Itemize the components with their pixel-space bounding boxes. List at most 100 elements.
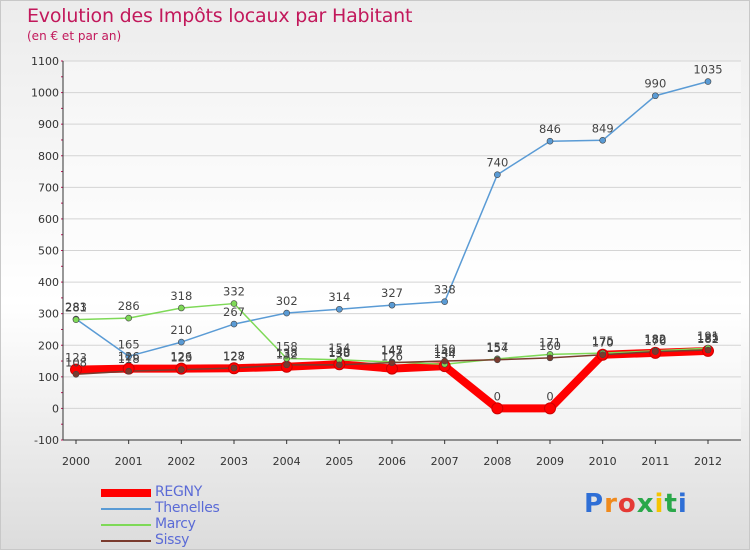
data-label-sissy: 185 xyxy=(697,331,719,345)
x-tick-label: 2008 xyxy=(483,455,511,468)
y-tick-label: 0 xyxy=(52,402,59,415)
data-label-marcy: 182 xyxy=(644,332,666,346)
legend-swatch xyxy=(101,508,151,510)
data-point-sissy xyxy=(388,359,396,366)
x-tick-label: 2004 xyxy=(273,455,301,468)
data-label-sissy: 118 xyxy=(118,352,140,366)
data-label-marcy: 171 xyxy=(539,335,561,349)
data-label-regny: 126 xyxy=(170,350,192,364)
data-point-sissy xyxy=(125,367,132,375)
data-point-sissy xyxy=(494,356,501,364)
y-tick-label: 300 xyxy=(38,308,59,321)
data-point-marcy xyxy=(178,304,185,312)
data-label-regny: 127 xyxy=(223,349,245,363)
data-label-regny: 182 xyxy=(697,332,719,346)
data-label-thenelles: 327 xyxy=(381,286,403,300)
legend-swatch xyxy=(101,540,151,542)
data-label-regny: 132 xyxy=(276,348,298,362)
legend-label: Marcy xyxy=(155,516,196,532)
y-tick-label: 700 xyxy=(38,181,59,194)
data-point-sissy xyxy=(336,361,343,369)
x-tick-label: 2009 xyxy=(536,455,564,468)
data-point-thenelles xyxy=(388,301,396,309)
data-point-thenelles xyxy=(336,305,343,313)
data-label-marcy: 175 xyxy=(592,334,614,348)
data-label-regny: 140 xyxy=(328,345,350,359)
legend-swatch xyxy=(101,524,151,526)
data-point-sissy xyxy=(599,351,606,359)
data-label-marcy: 158 xyxy=(276,340,298,354)
y-tick-label: -100 xyxy=(34,434,59,447)
data-label-sissy: 128 xyxy=(223,349,245,363)
data-label-sissy: 160 xyxy=(539,339,561,353)
data-label-regny: 170 xyxy=(592,336,614,350)
data-label-regny: 126 xyxy=(118,350,140,364)
data-point-sissy xyxy=(178,366,185,373)
legend-swatch xyxy=(101,489,151,497)
data-point-sissy xyxy=(546,354,554,362)
x-tick-label: 2010 xyxy=(589,455,617,468)
data-point-sissy xyxy=(441,357,448,365)
chart-title: Evolution des Impôts locaux par Habitant xyxy=(27,5,413,27)
data-point-thenelles xyxy=(494,171,501,178)
data-label-thenelles: 1035 xyxy=(693,63,722,77)
legend-label: Thenelles xyxy=(155,500,220,516)
data-label-marcy: 191 xyxy=(697,329,719,343)
data-label-thenelles: 302 xyxy=(276,294,298,308)
data-label-marcy: 332 xyxy=(223,285,245,299)
data-label-regny: 0 xyxy=(546,389,553,403)
legend-item-regny: REGNY xyxy=(101,484,301,501)
data-point-regny xyxy=(544,402,556,415)
data-label-marcy: 318 xyxy=(170,289,192,303)
legend-item-thenelles: Thenelles xyxy=(101,500,301,517)
data-label-thenelles: 210 xyxy=(170,323,192,337)
data-label-marcy: 281 xyxy=(65,301,87,315)
legend-label: Sissy xyxy=(155,532,190,548)
proxiti-logo: Proxiti xyxy=(584,489,688,519)
data-point-sissy xyxy=(72,371,80,378)
data-label-thenelles: 849 xyxy=(592,121,614,135)
y-tick-label: 900 xyxy=(38,118,59,131)
data-point-sissy xyxy=(230,364,238,372)
data-point-thenelles xyxy=(546,137,554,145)
x-tick-label: 2001 xyxy=(115,455,143,468)
data-label-sissy: 170 xyxy=(592,336,614,350)
data-point-thenelles xyxy=(652,92,659,100)
data-label-marcy: 157 xyxy=(486,340,508,354)
data-label-thenelles: 165 xyxy=(118,337,140,351)
y-tick-label: 1100 xyxy=(31,55,59,68)
x-tick-label: 2012 xyxy=(694,455,722,468)
data-point-sissy xyxy=(283,361,290,369)
y-tick-label: 1000 xyxy=(31,87,59,100)
data-point-thenelles xyxy=(704,78,712,85)
y-tick-label: 500 xyxy=(38,245,59,258)
x-tick-label: 2000 xyxy=(62,455,90,468)
data-label-sissy: 138 xyxy=(276,346,298,360)
data-label-sissy: 180 xyxy=(644,333,666,347)
data-label-thenelles: 846 xyxy=(539,122,561,136)
x-tick-label: 2011 xyxy=(641,455,669,468)
legend-label: REGNY xyxy=(155,484,202,500)
data-label-regny: 126 xyxy=(381,350,403,364)
data-label-thenelles: 990 xyxy=(644,77,666,91)
x-tick-label: 2006 xyxy=(378,455,406,468)
data-label-sissy: 108 xyxy=(65,355,87,369)
data-label-thenelles: 283 xyxy=(65,300,87,314)
data-point-marcy xyxy=(283,355,290,362)
data-point-marcy xyxy=(230,300,238,307)
y-tick-label: 100 xyxy=(38,371,59,384)
y-tick-label: 600 xyxy=(38,213,59,226)
data-label-sissy: 150 xyxy=(434,342,456,356)
data-label-marcy: 286 xyxy=(118,299,140,313)
data-point-thenelles xyxy=(178,338,185,346)
data-point-marcy xyxy=(125,314,132,322)
legend-item-sissy: Sissy xyxy=(101,532,301,549)
data-point-thenelles xyxy=(283,309,290,317)
data-label-regny: 176 xyxy=(644,334,666,348)
y-tick-label: 200 xyxy=(38,339,59,352)
legend: REGNY Thenelles Marcy Sissy xyxy=(101,484,301,549)
data-point-thenelles xyxy=(441,298,448,305)
data-point-thenelles xyxy=(125,353,132,360)
